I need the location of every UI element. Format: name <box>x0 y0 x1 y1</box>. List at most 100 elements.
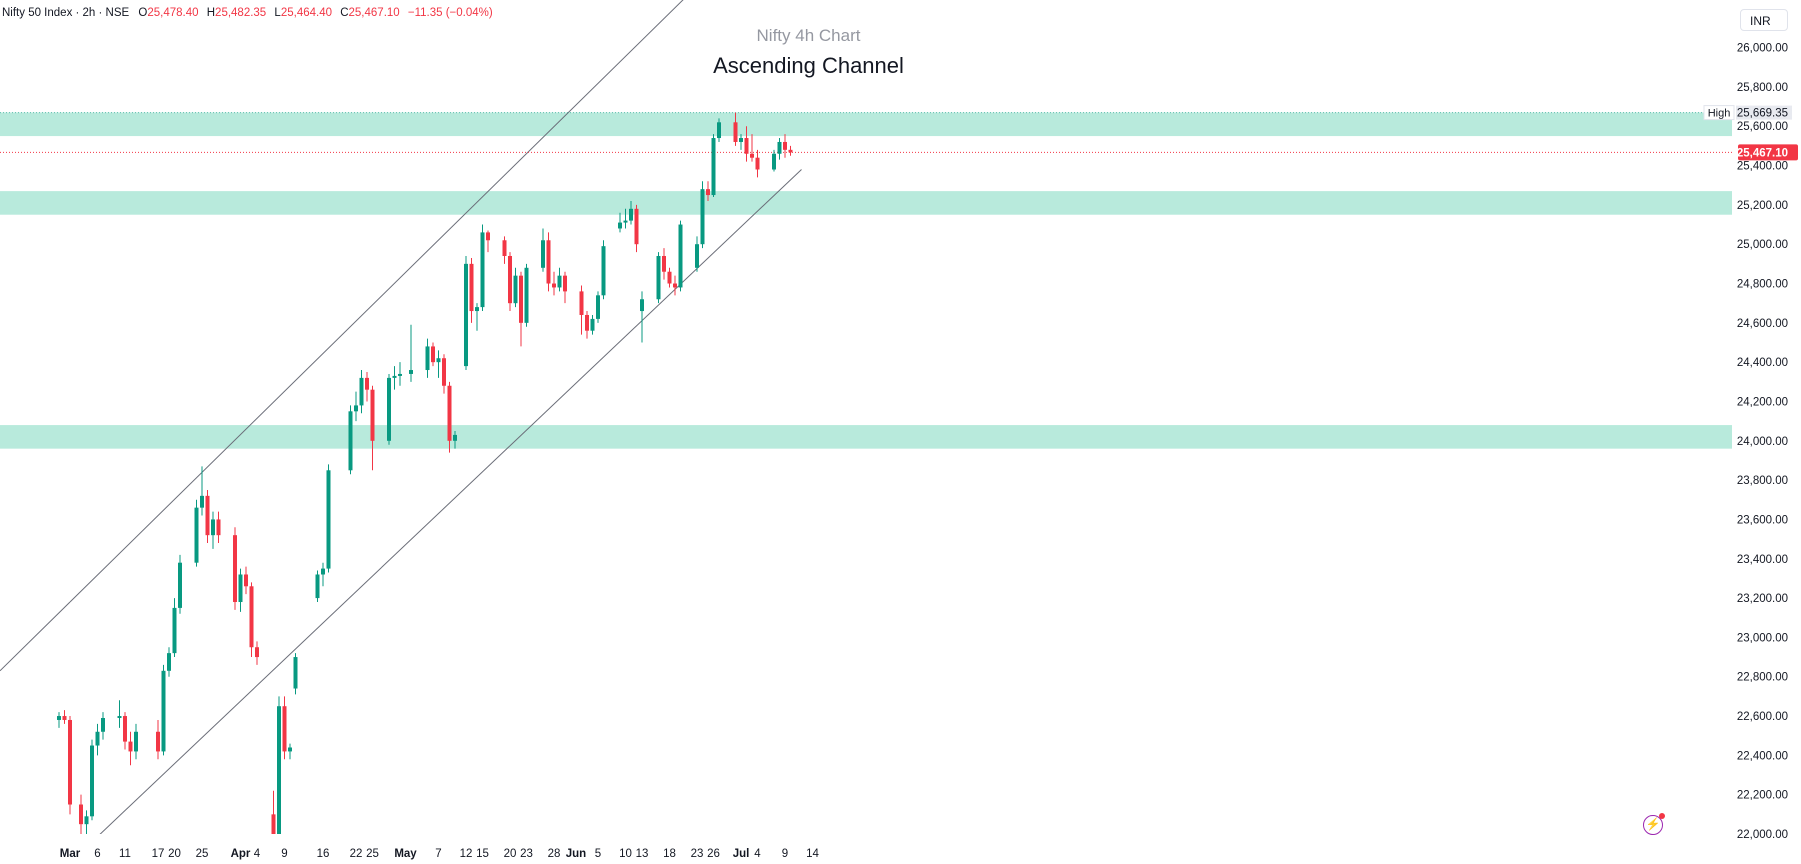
currency-selector[interactable]: INR <box>1740 9 1788 31</box>
lightning-bolt-icon[interactable]: ⚡ <box>1643 813 1665 835</box>
candle-body <box>739 138 743 142</box>
candle-body <box>123 716 127 742</box>
x-tick-label: 23 <box>520 848 533 860</box>
candle-body <box>178 562 182 608</box>
candle-body <box>57 716 61 720</box>
candle-body <box>205 495 210 536</box>
chart-title: Nifty 4h Chart <box>756 26 861 45</box>
y-tick-label: 23,800.00 <box>1737 475 1788 487</box>
candle-body <box>315 574 320 599</box>
x-tick-label: 10 <box>619 848 632 860</box>
x-tick-label: 4 <box>254 848 261 860</box>
candle-body <box>772 153 776 170</box>
x-tick-label: 14 <box>806 848 819 860</box>
y-tick-label: 22,800.00 <box>1737 672 1788 684</box>
y-tick-label: 22,000.00 <box>1737 829 1788 841</box>
y-tick-label: 24,200.00 <box>1737 396 1788 408</box>
y-tick-label: 24,600.00 <box>1737 318 1788 330</box>
x-tick-label: 6 <box>94 848 100 860</box>
candle-body <box>618 222 622 229</box>
y-tick-label: 25,400.00 <box>1737 161 1788 173</box>
open-key: O <box>138 7 148 19</box>
x-tick-label: 4 <box>754 848 761 860</box>
x-tick-label: 26 <box>707 848 720 860</box>
candle-body <box>200 495 204 508</box>
support-resistance-zone <box>0 425 1732 449</box>
candle-body <box>79 804 83 825</box>
candle-body <box>469 263 474 312</box>
candle-body <box>128 741 133 752</box>
y-tick-label: 22,400.00 <box>1737 750 1788 762</box>
candle-body <box>387 377 391 441</box>
x-tick-label: 20 <box>168 848 181 860</box>
x-tick-label: 25 <box>366 848 379 860</box>
candle-body <box>326 470 331 569</box>
channel-lower-line <box>99 169 802 834</box>
candle-body <box>733 122 738 142</box>
channel-upper-line <box>69 0 684 603</box>
candle-body <box>409 370 413 374</box>
candle-body <box>541 240 545 268</box>
candle-body <box>557 275 562 288</box>
candle-body <box>629 208 633 221</box>
candle-body <box>546 240 551 284</box>
y-tick-label: 22,200.00 <box>1737 790 1788 802</box>
high-value-tag <box>1736 105 1792 120</box>
candle-body <box>513 275 518 304</box>
x-tick-label: 9 <box>281 848 287 860</box>
candle-body <box>282 706 287 752</box>
x-tick-label: 20 <box>504 848 517 860</box>
y-tick-label: 25,600.00 <box>1737 121 1788 133</box>
candle-body <box>662 255 666 272</box>
candle-body <box>293 657 298 689</box>
plot-area <box>0 0 1732 834</box>
candle-body <box>288 747 292 752</box>
candle-body <box>744 138 749 154</box>
candle-body <box>62 716 67 720</box>
candle-body <box>788 149 793 153</box>
y-tick-label: 25,800.00 <box>1737 82 1788 94</box>
candle-body <box>590 318 595 331</box>
x-tick-label: 9 <box>782 848 788 860</box>
candle-body <box>95 731 100 746</box>
candle-body <box>161 670 166 752</box>
candle-body <box>783 141 787 150</box>
candle-body <box>156 731 160 752</box>
candle-body <box>68 719 72 805</box>
candle-body <box>700 189 705 245</box>
candle-body <box>354 405 358 412</box>
candle-body <box>365 377 369 390</box>
x-tick-label: 17 <box>152 848 165 860</box>
candle-body <box>519 275 523 323</box>
x-tick-label: 16 <box>317 848 330 860</box>
candle-body <box>233 535 237 603</box>
x-tick-label: 25 <box>196 848 209 860</box>
ohlc-legend: Nifty 50 Index · 2h · NSE O25,478.40 H25… <box>2 7 498 19</box>
y-tick-label: 24,000.00 <box>1737 436 1788 448</box>
x-tick-label: 23 <box>691 848 704 860</box>
candle-body <box>172 607 177 654</box>
y-tick-label: 25,000.00 <box>1737 239 1788 251</box>
candle-body <box>398 373 402 376</box>
candle-body <box>502 240 507 256</box>
y-tick-label: 22,600.00 <box>1737 711 1788 723</box>
high-marker-label: High <box>1708 108 1731 120</box>
candle-body <box>563 275 567 292</box>
symbol-label[interactable]: Nifty 50 Index · 2h · NSE <box>2 7 130 19</box>
candle-body <box>321 568 325 575</box>
y-tick-label: 25,200.00 <box>1737 200 1788 212</box>
y-tick-label: 23,400.00 <box>1737 554 1788 566</box>
candle-body <box>167 653 171 671</box>
last-price-tag <box>1738 144 1798 161</box>
candle-body <box>656 255 661 300</box>
candle-body <box>486 232 490 241</box>
close-value: 25,467.10 <box>348 7 400 19</box>
high-key: H <box>206 7 216 19</box>
candle-body <box>579 291 584 315</box>
candle-body <box>464 263 468 367</box>
candle-body <box>255 647 259 658</box>
candle-body <box>711 138 716 196</box>
candle-body <box>695 244 699 268</box>
x-tick-label: 13 <box>636 848 649 860</box>
